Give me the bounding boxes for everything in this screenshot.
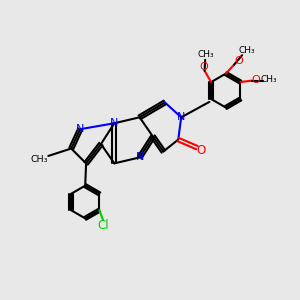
Text: N: N [135, 152, 144, 162]
Text: O: O [200, 61, 208, 72]
Text: O: O [234, 56, 243, 66]
Text: CH₃: CH₃ [31, 155, 48, 164]
Text: Cl: Cl [98, 218, 109, 232]
Text: N: N [110, 118, 118, 128]
Text: O: O [251, 75, 260, 85]
Text: O: O [196, 143, 206, 157]
Text: N: N [76, 124, 84, 134]
Text: CH₃: CH₃ [197, 50, 214, 59]
Text: CH₃: CH₃ [260, 75, 277, 84]
Text: CH₃: CH₃ [239, 46, 256, 55]
Text: N: N [177, 112, 185, 122]
